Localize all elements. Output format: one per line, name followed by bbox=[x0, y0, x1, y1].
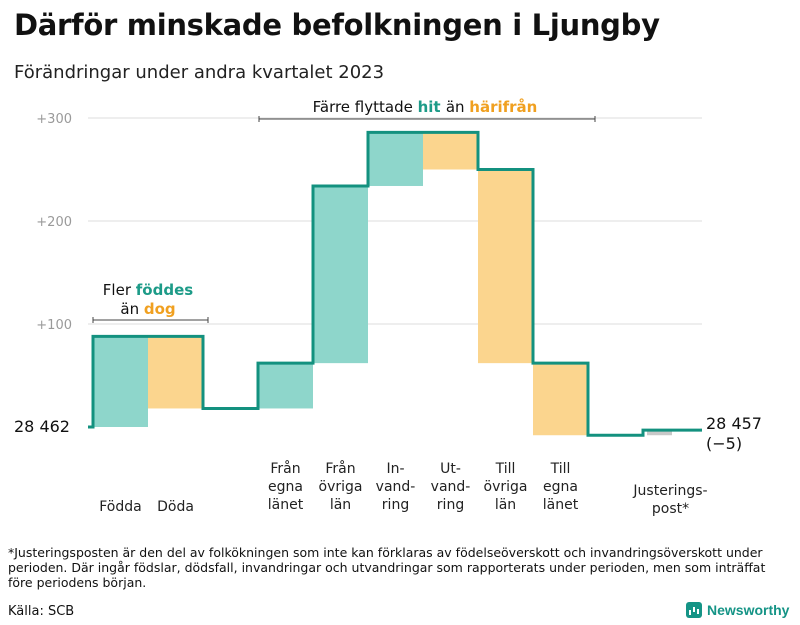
category-label: län bbox=[495, 497, 516, 513]
births-annotation-line1: Fler föddes bbox=[103, 281, 193, 299]
category-label: övriga bbox=[319, 479, 363, 495]
cumulative-step-line bbox=[88, 130, 702, 437]
category-label: post* bbox=[652, 501, 689, 517]
inflow-bar bbox=[313, 185, 368, 364]
outflow-bar bbox=[148, 336, 203, 409]
category-label: egna bbox=[543, 479, 578, 495]
y-tick-label: +300 bbox=[36, 112, 72, 127]
y-tick-label: +200 bbox=[36, 215, 72, 230]
chart-title: Därför minskade befolkningen i Ljungby bbox=[14, 8, 660, 42]
outflow-bar bbox=[423, 132, 478, 170]
outflow-bar bbox=[533, 363, 588, 436]
category-label: ring bbox=[437, 497, 464, 513]
start-value-label: 28 462 bbox=[14, 417, 70, 436]
source-label: Källa: SCB bbox=[8, 604, 75, 619]
newsworthy-logo: Newsworthy bbox=[686, 602, 789, 618]
category-label: vand- bbox=[431, 479, 471, 495]
adjustment-bar bbox=[647, 430, 672, 436]
inflow-bar bbox=[258, 363, 313, 409]
category-label: Till bbox=[495, 461, 516, 477]
category-label: vand- bbox=[376, 479, 416, 495]
category-label: ring bbox=[382, 497, 409, 513]
category-label: län bbox=[330, 497, 351, 513]
chart-logo-icon bbox=[686, 602, 702, 618]
category-label: egna bbox=[268, 479, 303, 495]
category-label: övriga bbox=[484, 479, 528, 495]
inflow-bar bbox=[368, 132, 423, 186]
y-tick-label: +100 bbox=[36, 318, 72, 333]
category-label: In- bbox=[386, 461, 404, 477]
category-label: Ut- bbox=[440, 461, 461, 477]
waterfall-chart: +300 +200 +100 28 462 28 457(−5) Födda Döda Frå… bbox=[14, 98, 762, 517]
footnote: *Justeringsposten är den del av folkökni… bbox=[8, 545, 766, 590]
category-label: Till bbox=[550, 461, 571, 477]
end-change-label: (−5) bbox=[706, 434, 742, 453]
category-label: Födda bbox=[99, 499, 141, 515]
end-value-label: 28 457 bbox=[706, 414, 762, 433]
outflow-bar bbox=[478, 169, 533, 364]
chart-subtitle: Förändringar under andra kvartalet 2023 bbox=[14, 62, 385, 83]
births-annotation-line2: än dog bbox=[120, 300, 175, 318]
category-label: länet bbox=[543, 497, 579, 513]
inflow-bar bbox=[93, 336, 148, 427]
category-label: Från bbox=[325, 460, 355, 477]
brand-name: Newsworthy bbox=[707, 602, 790, 618]
category-label: länet bbox=[268, 497, 304, 513]
moves-annotation: Färre flyttade hit än härifrån bbox=[313, 98, 538, 116]
category-label: Från bbox=[270, 460, 300, 477]
category-label: Döda bbox=[157, 499, 194, 515]
category-label: Justerings- bbox=[632, 483, 707, 499]
